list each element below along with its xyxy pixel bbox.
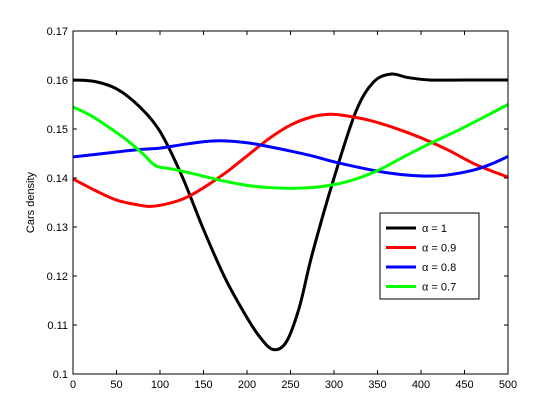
series-line-3 xyxy=(72,139,509,178)
x-tick-label: 350 xyxy=(368,379,386,391)
series-line-4 xyxy=(72,103,509,190)
x-tick-label: 0 xyxy=(70,379,76,391)
y-axis-label: Cars density xyxy=(25,171,37,233)
tick-marks: 0 50 100 150 200 250 300 350 400 450 500 0.1 0.11 0.1… xyxy=(47,26,518,391)
x-tick-label: 500 xyxy=(499,379,517,391)
y-tick-label: 0.12 xyxy=(47,271,68,283)
x-tick-label: 400 xyxy=(412,379,430,391)
y-tick-label: 0.14 xyxy=(47,173,68,185)
x-tick-label: 100 xyxy=(151,379,169,391)
x-tick-label: 250 xyxy=(281,379,299,391)
legend-label-1: α = 1 xyxy=(422,223,447,235)
series-line-1 xyxy=(72,72,508,352)
y-tick-label: 0.13 xyxy=(47,222,68,234)
y-tick-label: 0.17 xyxy=(47,26,68,38)
series-line-2 xyxy=(72,112,509,208)
x-tick-label: 300 xyxy=(325,379,343,391)
legend-label-3: α = 0.8 xyxy=(422,262,456,274)
legend: α = 1 α = 0.9 α = 0.8 α = 0.7 xyxy=(379,212,480,300)
x-tick-label: 50 xyxy=(110,379,122,391)
legend-label-4: α = 0.7 xyxy=(422,282,456,294)
series-lines xyxy=(72,72,509,352)
x-tick-label: 200 xyxy=(238,379,256,391)
legend-label-2: α = 0.9 xyxy=(422,243,456,255)
y-tick-label: 0.15 xyxy=(47,124,68,136)
x-tick-label: 150 xyxy=(194,379,212,391)
y-tick-label: 0.1 xyxy=(53,369,68,381)
y-tick-label: 0.16 xyxy=(47,75,68,87)
x-tick-label: 450 xyxy=(455,379,473,391)
y-tick-label: 0.11 xyxy=(47,320,68,332)
